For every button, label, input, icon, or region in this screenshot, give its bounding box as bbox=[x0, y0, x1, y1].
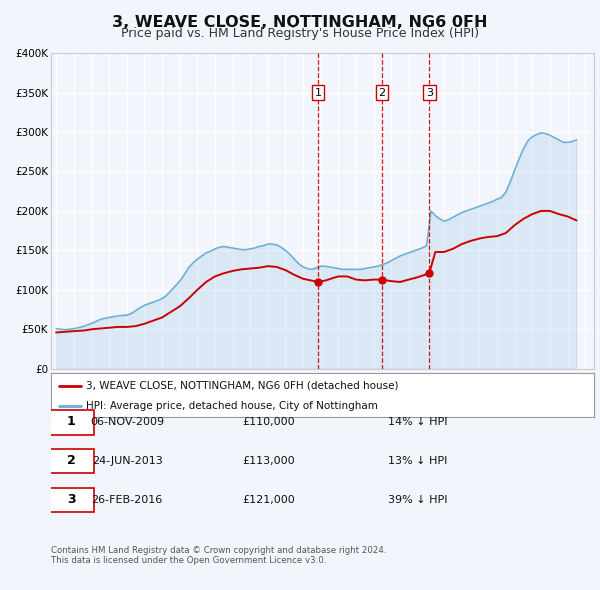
Text: 1: 1 bbox=[314, 87, 322, 97]
Text: £110,000: £110,000 bbox=[242, 417, 295, 427]
Text: 3, WEAVE CLOSE, NOTTINGHAM, NG6 0FH (detached house): 3, WEAVE CLOSE, NOTTINGHAM, NG6 0FH (det… bbox=[86, 381, 399, 391]
Text: 3: 3 bbox=[426, 87, 433, 97]
Text: 3, WEAVE CLOSE, NOTTINGHAM, NG6 0FH: 3, WEAVE CLOSE, NOTTINGHAM, NG6 0FH bbox=[112, 15, 488, 30]
Text: £113,000: £113,000 bbox=[242, 456, 295, 466]
Text: HPI: Average price, detached house, City of Nottingham: HPI: Average price, detached house, City… bbox=[86, 401, 378, 411]
Text: 2: 2 bbox=[67, 454, 76, 467]
Text: £121,000: £121,000 bbox=[242, 495, 295, 504]
FancyBboxPatch shape bbox=[48, 409, 94, 434]
Text: Price paid vs. HM Land Registry's House Price Index (HPI): Price paid vs. HM Land Registry's House … bbox=[121, 27, 479, 40]
Text: 2: 2 bbox=[379, 87, 386, 97]
Text: 26-FEB-2016: 26-FEB-2016 bbox=[91, 495, 163, 504]
Text: Contains HM Land Registry data © Crown copyright and database right 2024.
This d: Contains HM Land Registry data © Crown c… bbox=[51, 546, 386, 565]
FancyBboxPatch shape bbox=[48, 448, 94, 473]
Text: 3: 3 bbox=[67, 493, 76, 506]
Text: 13% ↓ HPI: 13% ↓ HPI bbox=[388, 456, 447, 466]
Text: 14% ↓ HPI: 14% ↓ HPI bbox=[388, 417, 447, 427]
Text: 39% ↓ HPI: 39% ↓ HPI bbox=[388, 495, 447, 504]
Text: 1: 1 bbox=[67, 415, 76, 428]
FancyBboxPatch shape bbox=[48, 487, 94, 512]
Text: 06-NOV-2009: 06-NOV-2009 bbox=[90, 417, 164, 427]
Text: 24-JUN-2013: 24-JUN-2013 bbox=[92, 456, 163, 466]
